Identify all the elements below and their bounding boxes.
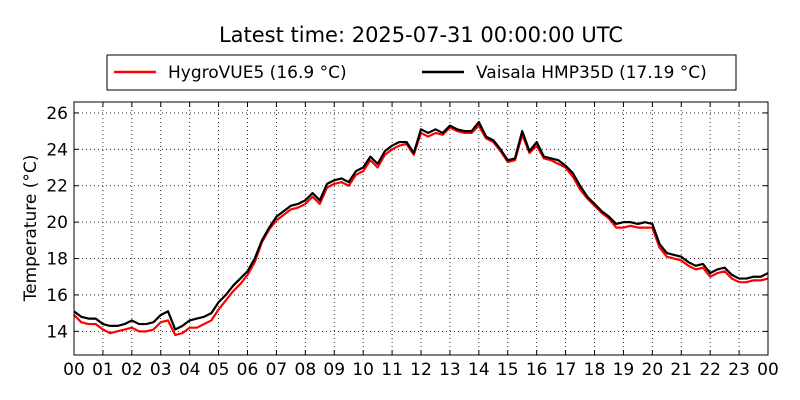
legend-box bbox=[106, 54, 737, 91]
x-tick-label: 03 bbox=[150, 360, 172, 380]
x-tick-label: 04 bbox=[179, 360, 201, 380]
x-tick-label: 11 bbox=[381, 360, 403, 380]
x-tick-label: 18 bbox=[584, 360, 606, 380]
chart-title: Latest time: 2025-07-31 00:00:00 UTC bbox=[219, 23, 623, 47]
x-tick-label: 17 bbox=[555, 360, 577, 380]
x-tick-label: 20 bbox=[642, 360, 664, 380]
legend: HygroVUE5 (16.9 °C) Vaisala HMP35D (17.1… bbox=[106, 54, 737, 91]
x-tick-label: 01 bbox=[92, 360, 114, 380]
y-tick-label: 14 bbox=[46, 322, 68, 342]
series-line-vaisala bbox=[73, 120, 769, 331]
x-tick-label: 13 bbox=[439, 360, 461, 380]
ticks bbox=[73, 102, 769, 355]
x-tick-label: 10 bbox=[352, 360, 374, 380]
x-tick-label: 23 bbox=[728, 360, 750, 380]
y-tick-label: 18 bbox=[46, 250, 68, 270]
x-tick-label: 21 bbox=[670, 360, 692, 380]
y-tick-label: 24 bbox=[46, 140, 68, 160]
y-axis-tick-labels: 14 16 18 20 22 24 26 bbox=[46, 104, 68, 342]
legend-label-vaisala: Vaisala HMP35D (17.19 °C) bbox=[476, 63, 707, 83]
x-tick-label: 22 bbox=[699, 360, 721, 380]
x-tick-label: 19 bbox=[613, 360, 635, 380]
x-tick-label: 09 bbox=[323, 360, 345, 380]
grid bbox=[74, 102, 768, 355]
x-tick-label: 00 bbox=[63, 360, 85, 380]
plot-frame bbox=[73, 101, 769, 356]
y-tick-label: 20 bbox=[46, 213, 68, 233]
x-tick-label: 00 bbox=[757, 360, 779, 380]
x-tick-label: 05 bbox=[208, 360, 230, 380]
legend-label-hygrovue5: HygroVUE5 (16.9 °C) bbox=[168, 63, 347, 83]
x-axis-tick-labels: 00 01 02 03 04 05 06 07 08 09 10 11 12 13 14 15 16 17 18 19… bbox=[63, 360, 779, 380]
x-tick-label: 12 bbox=[410, 360, 432, 380]
y-tick-label: 16 bbox=[46, 286, 68, 306]
y-tick-label: 26 bbox=[46, 104, 68, 124]
y-axis-label: Temperature (°C) bbox=[21, 155, 41, 303]
x-tick-label: 16 bbox=[526, 360, 548, 380]
y-tick-label: 22 bbox=[46, 177, 68, 197]
series-lines bbox=[73, 120, 769, 337]
x-tick-label: 07 bbox=[266, 360, 288, 380]
x-tick-label: 06 bbox=[237, 360, 259, 380]
x-tick-label: 14 bbox=[468, 360, 490, 380]
x-tick-label: 08 bbox=[295, 360, 317, 380]
x-tick-label: 02 bbox=[121, 360, 143, 380]
x-tick-label: 15 bbox=[497, 360, 519, 380]
